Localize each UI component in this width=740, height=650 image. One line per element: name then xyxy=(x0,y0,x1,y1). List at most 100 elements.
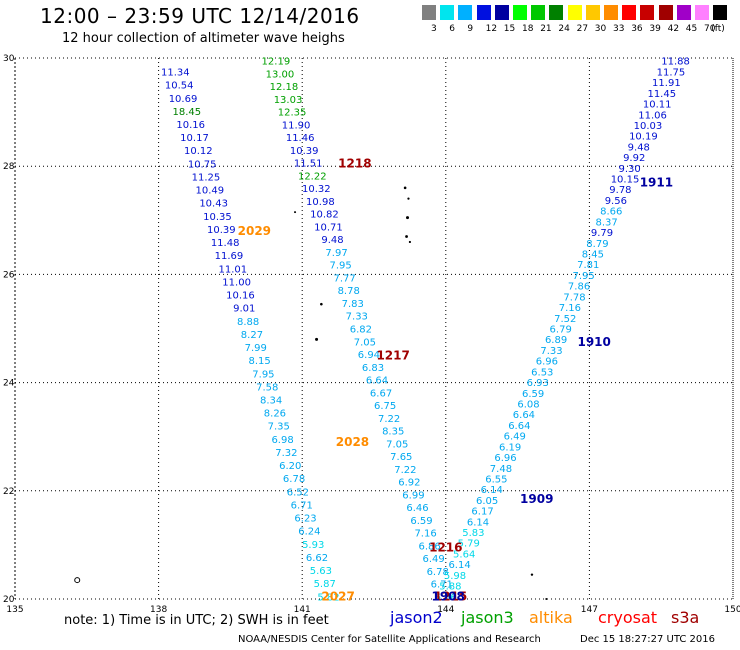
scale-swatch xyxy=(458,5,473,20)
wave-height-value: 6.20 xyxy=(279,461,301,472)
axis-labels: 135 138 141 144 147 150 30 28 26 24 22 20 xyxy=(3,54,740,615)
scale-swatch xyxy=(604,5,618,20)
wave-height-value: 10.12 xyxy=(184,146,213,157)
wave-height-value: 6.14 xyxy=(481,485,503,496)
wave-height-value: 8.66 xyxy=(600,207,622,218)
wave-height-value: 7.95 xyxy=(573,271,595,282)
wave-height-value: 10.16 xyxy=(226,291,255,302)
scale-label: 36 xyxy=(631,24,643,34)
wave-height-value: 11.91 xyxy=(652,78,681,89)
wave-height-value: 8.37 xyxy=(595,217,617,228)
pass-number-label: 2029 xyxy=(238,224,271,238)
scale-swatch xyxy=(549,5,564,20)
wave-height-value: 6.05 xyxy=(476,496,498,507)
island xyxy=(320,302,323,306)
scale-label: 27 xyxy=(576,24,589,34)
wave-height-value: 10.32 xyxy=(302,184,331,195)
footer-note: note: 1) Time is in UTC; 2) SWH is in fe… xyxy=(64,613,329,628)
wave-height-value: 9.01 xyxy=(233,304,255,315)
wave-height-value: 6.96 xyxy=(494,453,516,464)
scale-label: 33 xyxy=(613,24,625,34)
wave-height-value: 6.55 xyxy=(485,474,507,485)
wave-height-value: 5.83 xyxy=(462,528,484,539)
wave-height-value: 8.35 xyxy=(382,427,404,438)
wave-height-value: 10.43 xyxy=(199,199,228,210)
scale-swatch xyxy=(567,5,582,20)
scale-label: 21 xyxy=(540,24,552,34)
wave-height-value: 11.45 xyxy=(647,89,676,100)
wave-height-value: 7.48 xyxy=(490,464,512,475)
wave-height-value: 18.45 xyxy=(173,107,202,118)
lat-tick-label: 30 xyxy=(3,54,15,64)
wave-height-value: 10.39 xyxy=(290,146,319,157)
wave-height-value: 7.16 xyxy=(414,529,436,540)
wave-height-value: 11.69 xyxy=(215,251,244,262)
wave-height-value: 6.67 xyxy=(370,388,392,399)
wave-height-value: 6.78 xyxy=(283,474,305,485)
wave-height-value: 6.99 xyxy=(402,490,424,501)
wave-height-value: 11.01 xyxy=(218,264,247,275)
wave-height-value: 6.59 xyxy=(522,389,544,400)
wave-height-value: 6.82 xyxy=(350,325,372,336)
pass-number-label: 1908 xyxy=(431,589,464,603)
mission-jason2: jason2 xyxy=(390,608,443,627)
scale-swatch xyxy=(440,5,455,20)
island xyxy=(405,235,408,238)
wave-height-value: 6.94 xyxy=(358,350,380,361)
wave-height-value: 6.96 xyxy=(536,357,558,368)
map-title: 12:00 – 23:59 UTC 12/14/2016 xyxy=(40,4,360,28)
wave-height-value: 10.54 xyxy=(165,81,194,92)
wave-height-value: 5.88 xyxy=(439,582,461,593)
wave-height-value: 6.50 xyxy=(435,592,457,603)
wave-height-value: 5.79 xyxy=(458,539,480,550)
wave-height-value: 7.99 xyxy=(245,343,267,354)
wave-height-value: 7.77 xyxy=(334,273,356,284)
wave-height-value: 6.86 xyxy=(418,541,440,552)
wave-height-value: 6.24 xyxy=(298,527,320,538)
wave-height-value: 10.35 xyxy=(203,212,232,223)
lon-tick-label: 138 xyxy=(150,605,167,615)
wave-height-value: 6.93 xyxy=(527,378,549,389)
wave-height-value: 6.98 xyxy=(271,435,293,446)
scale-label: 30 xyxy=(594,24,607,34)
wave-height-value: 10.39 xyxy=(207,225,236,236)
wave-height-value: 6.52 xyxy=(287,487,309,498)
scale-label: 70 xyxy=(704,24,716,34)
wave-height-value: 6.62 xyxy=(306,553,328,564)
wave-height-value: 6.53 xyxy=(531,367,553,378)
wave-height-value: 10.03 xyxy=(634,121,663,132)
scale-swatch xyxy=(531,5,546,20)
lat-tick-label: 20 xyxy=(3,595,15,605)
wave-height-value: 7.32 xyxy=(275,448,297,459)
wave-height-value: 10.15 xyxy=(611,175,640,186)
wave-height-value: 7.22 xyxy=(394,465,416,476)
wave-height-value: 6.64 xyxy=(366,376,388,387)
wave-height-value: 5.93 xyxy=(302,540,324,551)
wave-height-value: 7.78 xyxy=(563,292,585,303)
wave-height-value: 10.69 xyxy=(169,94,198,105)
wave-height-value: 7.81 xyxy=(577,260,599,271)
wave-height-value: 6.78 xyxy=(427,567,449,578)
wave-height-value: 10.71 xyxy=(314,222,343,233)
wave-height-value: 8.45 xyxy=(582,250,604,261)
pass-number-label: 2028 xyxy=(336,435,369,449)
wave-height-value: 9.78 xyxy=(609,185,631,196)
wave-height-value: 7.86 xyxy=(568,282,590,293)
mission-s3a: s3a xyxy=(671,608,700,627)
wave-height-value: 12.35 xyxy=(278,108,307,119)
scale-label: 12 xyxy=(485,24,498,34)
wave-height-value: 6.17 xyxy=(471,507,493,518)
wave-height-value: 6.71 xyxy=(431,580,453,591)
wave-height-value: 6.71 xyxy=(291,500,313,511)
wave-height-value: 6.89 xyxy=(545,335,567,346)
scale-swatch xyxy=(622,5,637,20)
island xyxy=(315,337,319,341)
wave-height-value: 6.23 xyxy=(294,514,316,525)
wave-height-value: 11.06 xyxy=(638,110,667,121)
wave-height-value: 11.25 xyxy=(192,172,221,183)
scale-label: 39 xyxy=(649,24,661,34)
track-values: 11.34 10.54 10.69 18.45 10.16 10.17 10.12 10.75… xyxy=(161,57,690,604)
wave-height-value: 7.22 xyxy=(378,414,400,425)
wave-height-value: 10.98 xyxy=(306,197,335,208)
wave-height-value: 6.83 xyxy=(362,363,384,374)
